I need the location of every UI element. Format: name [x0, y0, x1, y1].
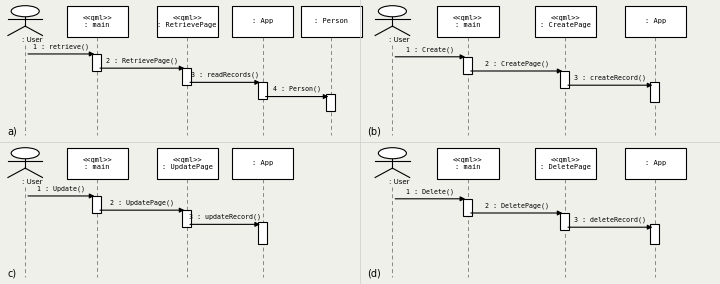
Bar: [326, 94, 335, 111]
Text: <<qml>>
: main: <<qml>> : main: [453, 157, 483, 170]
Bar: [66, 6, 128, 37]
Bar: [560, 213, 569, 230]
Text: c): c): [7, 268, 17, 278]
Bar: [625, 148, 686, 179]
Text: <<qml>>
: CreatePage: <<qml>> : CreatePage: [540, 15, 590, 28]
Text: <<qml>>
: main: <<qml>> : main: [453, 15, 483, 28]
Bar: [92, 196, 101, 213]
Bar: [650, 224, 659, 244]
Text: : User: : User: [389, 179, 409, 185]
Bar: [463, 199, 472, 216]
Text: : User: : User: [389, 37, 409, 43]
Text: : User: : User: [22, 37, 42, 43]
Text: <<qml>>
: main: <<qml>> : main: [82, 157, 112, 170]
Text: <<qml>>
: main: <<qml>> : main: [82, 15, 112, 28]
Circle shape: [378, 148, 406, 159]
Text: : App: : App: [644, 18, 666, 24]
Bar: [534, 6, 596, 37]
Bar: [258, 222, 266, 244]
Bar: [301, 6, 362, 37]
Text: : User: : User: [22, 179, 42, 185]
Text: (d): (d): [367, 268, 381, 278]
Text: 2 : UpdatePage(): 2 : UpdatePage(): [110, 199, 174, 206]
Text: <<qml>>
: DeletePage: <<qml>> : DeletePage: [540, 157, 590, 170]
Bar: [232, 148, 294, 179]
Text: : App: : App: [644, 160, 666, 166]
Bar: [232, 6, 294, 37]
Bar: [650, 82, 659, 102]
Bar: [66, 148, 128, 179]
Text: 1 : Delete(): 1 : Delete(): [406, 188, 454, 195]
Text: 1 : Create(): 1 : Create(): [406, 46, 454, 53]
Circle shape: [12, 6, 40, 17]
Bar: [182, 210, 191, 227]
Text: 1 : Update(): 1 : Update(): [37, 185, 85, 192]
Text: 2 : RetrievePage(): 2 : RetrievePage(): [107, 57, 179, 64]
Bar: [182, 68, 191, 85]
Circle shape: [378, 6, 406, 17]
Bar: [534, 148, 596, 179]
Text: 3 : createRecord(): 3 : createRecord(): [575, 74, 647, 81]
Bar: [157, 148, 217, 179]
Bar: [157, 6, 217, 37]
Circle shape: [12, 148, 40, 159]
Text: <<qml>>
: RetrievePage: <<qml>> : RetrievePage: [158, 15, 217, 28]
Text: 2 : DeletePage(): 2 : DeletePage(): [485, 202, 549, 209]
Text: 2 : CreatePage(): 2 : CreatePage(): [485, 60, 549, 67]
Text: (b): (b): [367, 126, 381, 136]
Text: : App: : App: [252, 160, 274, 166]
Bar: [560, 71, 569, 88]
Text: : App: : App: [252, 18, 274, 24]
Bar: [438, 6, 498, 37]
Bar: [463, 57, 472, 74]
Text: 3 : updateRecord(): 3 : updateRecord(): [189, 214, 261, 220]
Bar: [438, 148, 498, 179]
Text: : Person: : Person: [314, 18, 348, 24]
Text: 4 : Person(): 4 : Person(): [273, 86, 321, 92]
Text: 3 : readRecords(): 3 : readRecords(): [191, 72, 259, 78]
Bar: [625, 6, 686, 37]
Text: 1 : retrieve(): 1 : retrieve(): [33, 43, 89, 50]
Text: 3 : deleteRecord(): 3 : deleteRecord(): [575, 216, 647, 223]
Text: a): a): [7, 126, 17, 136]
Bar: [92, 54, 101, 71]
Text: <<qml>>
: UpdatePage: <<qml>> : UpdatePage: [162, 157, 212, 170]
Bar: [258, 82, 266, 99]
